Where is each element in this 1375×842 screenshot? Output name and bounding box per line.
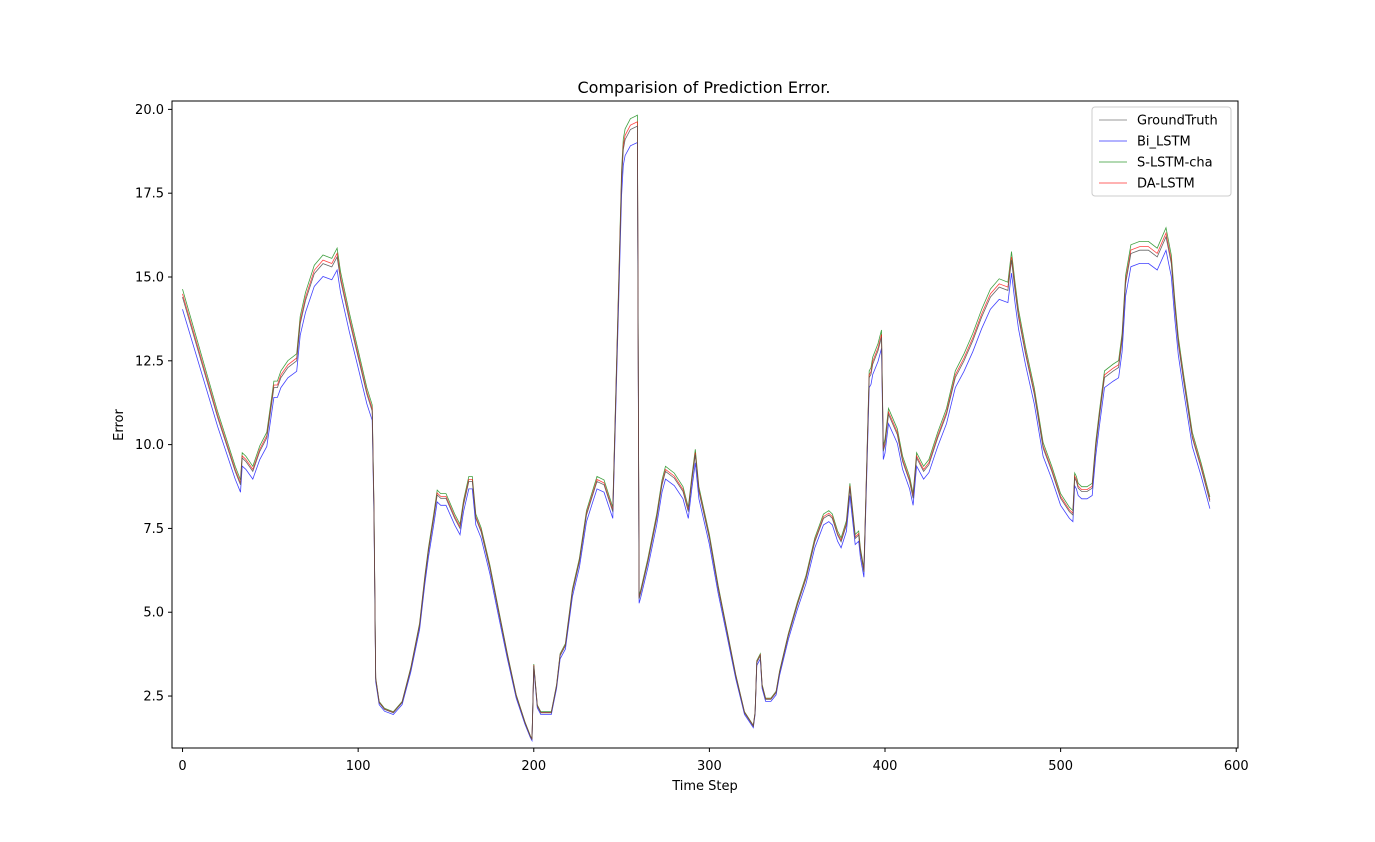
y-tick-label: 7.5 <box>143 522 164 537</box>
y-tick-label: 20.0 <box>135 103 164 118</box>
legend-box <box>1091 106 1232 197</box>
legend-label: Bi_LSTM <box>1137 135 1191 150</box>
x-axis-label: Time Step <box>671 779 738 794</box>
series-line-da-lstm <box>182 121 1211 740</box>
legend: GroundTruth Bi_LSTM S-LSTM-cha DA-LSTM <box>1091 106 1232 197</box>
plot-frame <box>171 100 1239 749</box>
y-tick-label: 2.5 <box>143 690 164 705</box>
x-tick-label: 300 <box>697 759 722 774</box>
series-line-groundtruth <box>182 125 1211 740</box>
y-tick-label: 15.0 <box>135 270 164 285</box>
y-axis-label: Error <box>112 409 127 441</box>
x-tick-label: 400 <box>873 759 898 774</box>
x-tick-label: 600 <box>1224 759 1249 774</box>
series-line-s-lstm-cha <box>182 114 1211 740</box>
series-line-bi-lstm <box>182 141 1211 743</box>
y-tick-label: 12.5 <box>135 354 164 369</box>
legend-label: GroundTruth <box>1137 114 1218 129</box>
x-tick-label: 500 <box>1048 759 1073 774</box>
chart-title: Comparision of Prediction Error. <box>577 78 830 97</box>
legend-label: DA-LSTM <box>1137 177 1195 192</box>
y-tick-label: 17.5 <box>135 187 164 202</box>
x-tick-label: 200 <box>521 759 546 774</box>
y-tick-label: 10.0 <box>135 438 164 453</box>
legend-label: S-LSTM-cha <box>1137 156 1213 171</box>
x-tick-label: 0 <box>178 759 186 774</box>
series-layer <box>182 114 1211 743</box>
y-tick-label: 5.0 <box>143 606 164 621</box>
x-tick-label: 100 <box>346 759 371 774</box>
ticks-layer: 0 100 200 300 400 500 600 2.5 5.0 7.5 10.0 12.5 15.0… <box>135 103 1249 774</box>
